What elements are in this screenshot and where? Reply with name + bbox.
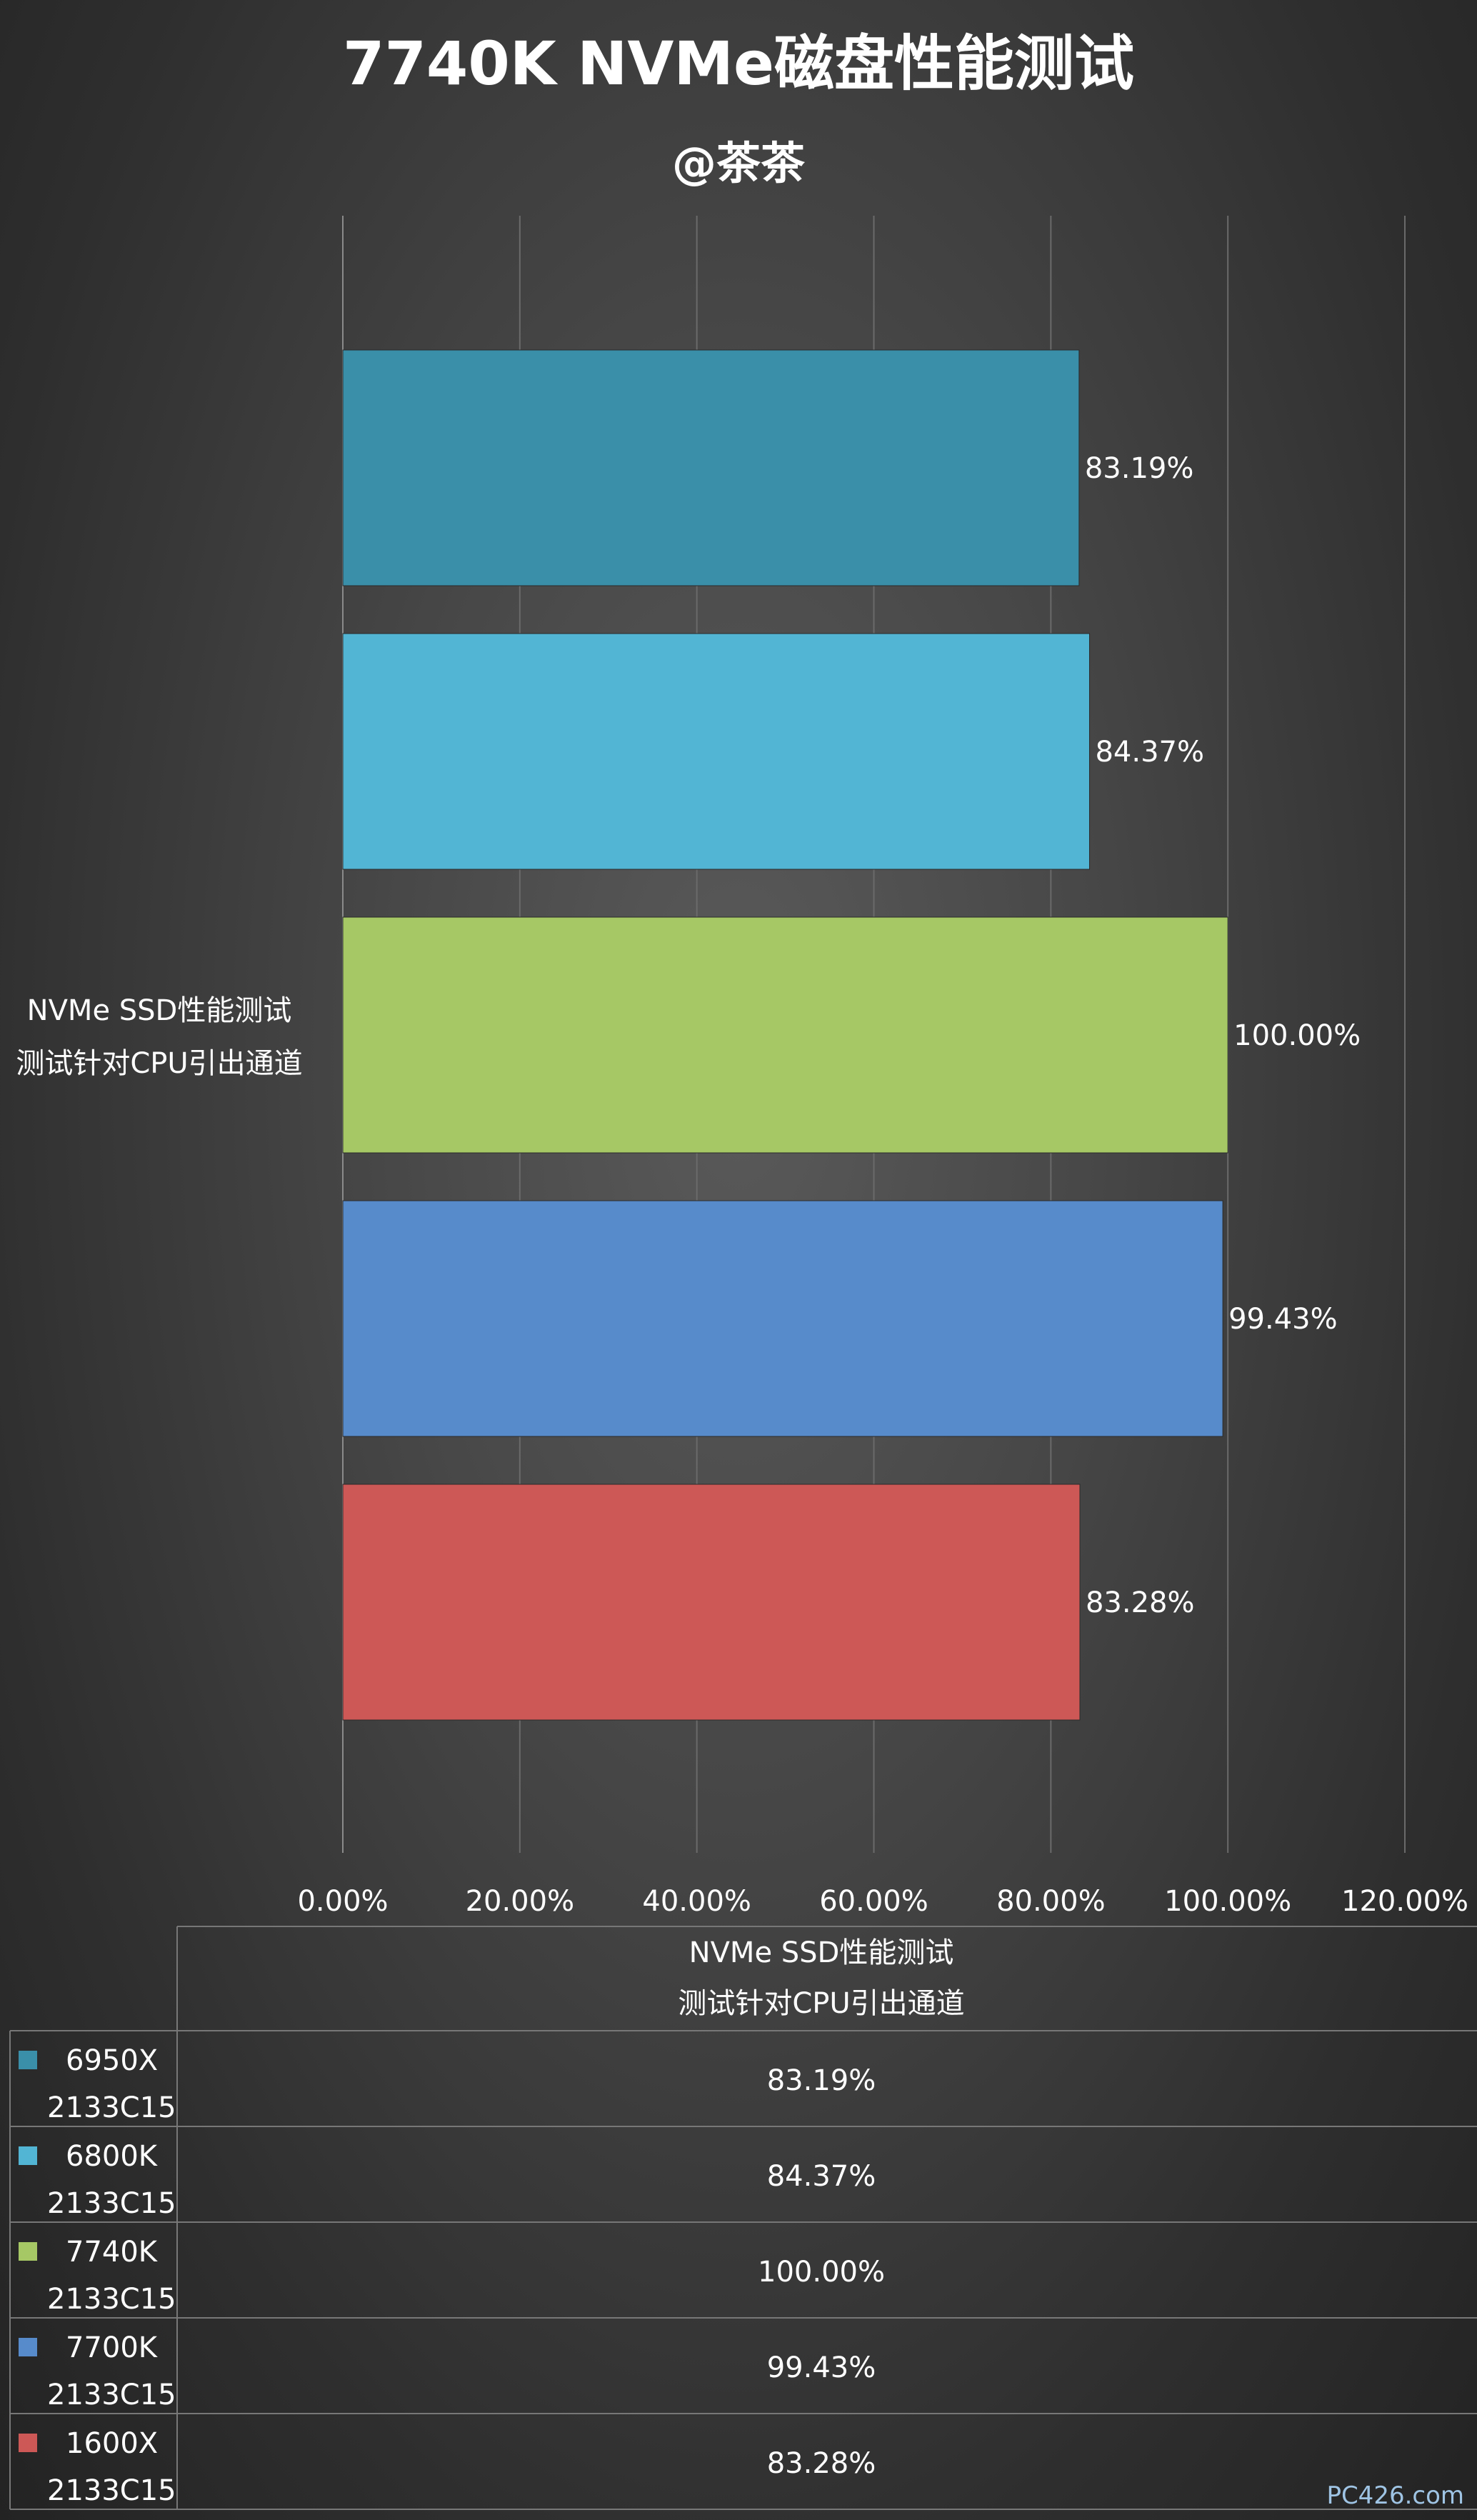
data-labels: 83.19% 84.37% 100.00% 99.43% 83.28% <box>1085 452 1361 1619</box>
legend-name-line1: 7740K <box>66 2236 159 2269</box>
data-label-7740k: 100.00% <box>1233 1019 1361 1052</box>
watermark: PC426.com <box>1326 2481 1464 2510</box>
legend-name-line1: 6950X <box>66 2044 158 2077</box>
table-value: 83.19% <box>767 2064 876 2097</box>
data-label-7700k: 99.43% <box>1228 1303 1338 1336</box>
x-tick-label: 40.00% <box>642 1885 751 1918</box>
legend-name-line2: 2133C15 <box>47 2091 176 2124</box>
x-axis-ticks: 0.00% 20.00% 40.00% 60.00% 80.00% 100.00% 120.… <box>297 1885 1468 1918</box>
legend-name-line1: 7700K <box>66 2331 159 2364</box>
bar-7700k <box>342 1200 1223 1437</box>
legend-name-line2: 2133C15 <box>47 2379 176 2411</box>
x-tick-label: 80.00% <box>996 1885 1106 1918</box>
legend-name-line1: 6800K <box>66 2140 159 2173</box>
data-label-1600x: 83.28% <box>1086 1586 1195 1619</box>
bars <box>342 349 1228 1721</box>
data-label-6950x: 83.19% <box>1085 452 1194 485</box>
x-tick-label: 0.00% <box>297 1885 388 1918</box>
chart-subtitle: @茶茶 <box>672 137 806 189</box>
table-header-line2: 测试针对CPU引出通道 <box>678 1987 964 2020</box>
table-value: 99.43% <box>767 2351 876 2384</box>
bar-6800k <box>342 633 1090 870</box>
data-table: NVMe SSD性能测试 测试针对CPU引出通道 6950X 2133C15 83.… <box>9 1926 1477 2510</box>
legend-swatch <box>19 2051 37 2069</box>
table-header-line1: NVMe SSD性能测试 <box>689 1936 954 1969</box>
table-value: 83.28% <box>767 2447 876 2480</box>
legend-name-line2: 2133C15 <box>47 2283 176 2316</box>
x-tick-label: 60.00% <box>819 1885 928 1918</box>
chart-title: 7740K NVMe磁盘性能测试 <box>343 29 1134 99</box>
category-label-line1: NVMe SSD性能测试 <box>27 994 292 1027</box>
bar-6950x <box>342 349 1080 586</box>
legend-swatch <box>19 2338 37 2356</box>
table-value: 100.00% <box>758 2256 885 2289</box>
legend-name-line2: 2133C15 <box>47 2474 176 2507</box>
table-value: 84.37% <box>767 2160 876 2193</box>
x-tick-label: 20.00% <box>466 1885 575 1918</box>
category-label-line2: 测试针对CPU引出通道 <box>16 1047 302 1080</box>
bar-7740k <box>342 916 1228 1154</box>
x-tick-label: 100.00% <box>1164 1885 1291 1918</box>
x-tick-label: 120.00% <box>1341 1885 1468 1918</box>
data-label-6800k: 84.37% <box>1095 736 1204 769</box>
legend-swatch <box>19 2146 37 2165</box>
legend-name-line2: 2133C15 <box>47 2187 176 2220</box>
legend-swatch <box>19 2242 37 2261</box>
legend-swatch <box>19 2434 37 2452</box>
legend-name-line1: 1600X <box>66 2427 158 2460</box>
bar-1600x <box>342 1484 1081 1721</box>
